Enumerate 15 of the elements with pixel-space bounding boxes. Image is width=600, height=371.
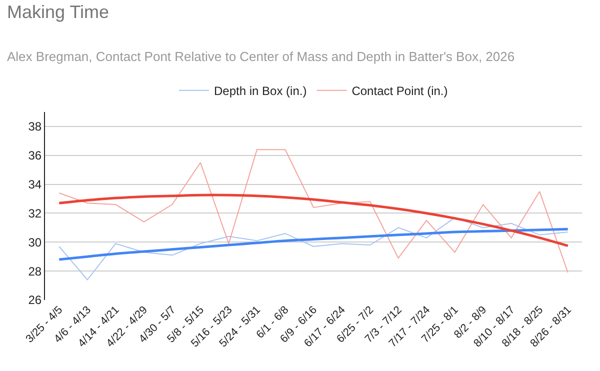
chart-title: Making Time	[7, 2, 110, 22]
line-series	[58, 149, 568, 274]
line-series	[58, 228, 570, 261]
y-tick-label: 38	[28, 120, 42, 134]
y-tick-label: 36	[28, 148, 42, 163]
line-series	[58, 217, 568, 280]
legend-label: Depth in Box (in.)	[214, 84, 307, 98]
y-tick-label: 26	[28, 293, 42, 308]
line-series	[58, 194, 570, 248]
y-tick-label: 32	[28, 206, 42, 220]
legend-label: Contact Point (in.)	[352, 84, 448, 98]
y-tick-label: 28	[28, 264, 42, 278]
chart-subtitle: Alex Bregman, Contact Pont Relative to Center of Mass and Depth in Batter's Box, 2026	[7, 49, 515, 64]
y-tick-label: 34	[28, 178, 42, 192]
y-tick-label: 30	[28, 235, 42, 250]
